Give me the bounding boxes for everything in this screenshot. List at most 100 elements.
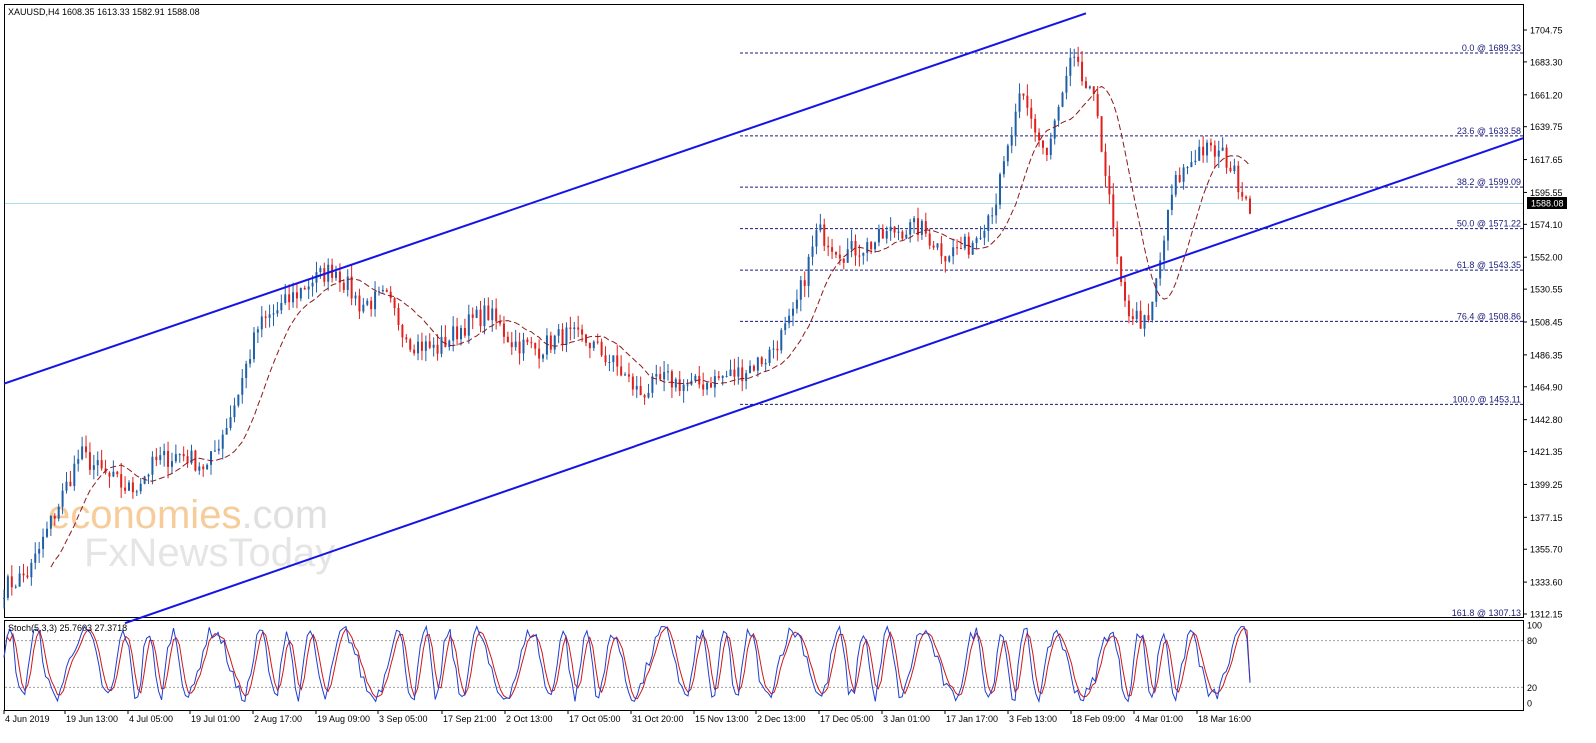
candle-body (26, 575, 29, 578)
candle-body (38, 548, 41, 554)
candle-body (838, 254, 841, 259)
candle-body (1194, 160, 1197, 163)
candle-body (1174, 175, 1177, 195)
candle-body (170, 461, 173, 467)
candle-body (1014, 111, 1017, 137)
candle-body (924, 221, 927, 234)
stoch-tick-label: 20 (1527, 683, 1537, 693)
candle-body (725, 375, 728, 377)
candle-body (510, 342, 513, 348)
candle-body (1061, 92, 1064, 107)
candle-body (608, 362, 611, 364)
candle-body (264, 316, 267, 318)
x-tick-label: 3 Sep 05:00 (379, 714, 428, 724)
candle-body (1006, 145, 1009, 162)
candle-body (1245, 196, 1248, 199)
candle-body (862, 253, 865, 256)
y-tick-label: 1552.00 (1530, 253, 1563, 263)
candle-body (1229, 167, 1232, 172)
x-tick-label: 18 Mar 16:00 (1198, 714, 1251, 724)
candle-body (702, 384, 705, 390)
candle-body (163, 450, 166, 456)
stoch-main-line (3, 624, 1251, 704)
candle-body (350, 276, 353, 299)
y-tick-label: 1661.20 (1530, 90, 1563, 100)
candle-body (713, 376, 716, 388)
x-tick-label: 15 Nov 13:00 (695, 714, 749, 724)
candle-body (319, 268, 322, 273)
candle-body (1045, 147, 1048, 155)
candle-body (346, 276, 349, 290)
y-tick-label: 1333.60 (1530, 578, 1563, 588)
candle-body (631, 376, 634, 390)
candle-body (1155, 278, 1158, 302)
candle-body (788, 315, 791, 324)
candle-body (147, 474, 150, 477)
candle-body (417, 341, 420, 354)
y-tick-label: 1595.55 (1530, 188, 1563, 198)
candle-body (518, 341, 521, 354)
candle-body (1030, 107, 1033, 119)
candle-body (292, 292, 295, 303)
candle-body (963, 236, 966, 249)
candle-body (1206, 142, 1209, 156)
candle-body (643, 395, 646, 398)
candle-body (135, 491, 138, 493)
candle-body (432, 344, 435, 348)
candle-body (733, 369, 736, 377)
fib-level-label: 76.4 @ 1508.86 (1457, 311, 1521, 321)
candle-body (737, 367, 740, 377)
x-tick-label: 4 Jul 05:00 (129, 714, 173, 724)
candle-body (975, 238, 978, 243)
candle-body (311, 282, 314, 287)
candle-body (635, 385, 638, 390)
candle-body (1112, 194, 1115, 228)
candle-body (784, 323, 787, 331)
candle-body (651, 376, 654, 393)
candle-body (600, 341, 603, 356)
candle-body (1217, 150, 1220, 157)
candle-body (194, 450, 197, 471)
y-tick-label: 1421.35 (1530, 447, 1563, 457)
candle-body (795, 299, 798, 309)
candle-body (799, 280, 802, 300)
candle-body (30, 562, 33, 578)
fib-level-label: 0.0 @ 1689.33 (1462, 43, 1521, 53)
candle-body (928, 233, 931, 246)
candle-body (983, 230, 986, 238)
current-price-tag (1527, 197, 1567, 209)
candle-body (401, 325, 404, 338)
fib-level-label: 61.8 @ 1543.35 (1457, 260, 1521, 270)
x-tick-label: 31 Oct 20:00 (632, 714, 684, 724)
candle-body (596, 341, 599, 343)
candle-body (792, 308, 795, 316)
candle-body (1002, 161, 1005, 175)
candle-body (522, 339, 525, 354)
candle-body (659, 374, 662, 380)
y-tick-label: 1683.30 (1530, 57, 1563, 67)
y-tick-label: 1377.15 (1530, 513, 1563, 523)
candle-body (1053, 120, 1056, 139)
candle-body (182, 454, 185, 457)
candle-body (1190, 162, 1193, 168)
candle-body (678, 379, 681, 392)
candle-body (1100, 116, 1103, 152)
y-tick-label: 1399.25 (1530, 480, 1563, 490)
x-tick-label: 2 Oct 13:00 (506, 714, 553, 724)
candle-body (834, 251, 837, 255)
y-tick-label: 1704.75 (1530, 26, 1563, 36)
fib-level-label: 100.0 @ 1453.11 (1452, 394, 1521, 404)
candle-body (959, 248, 962, 250)
x-tick-label: 19 Aug 09:00 (317, 714, 370, 724)
candle-body (413, 349, 416, 354)
candle-body (877, 228, 880, 243)
candle-body (463, 327, 466, 336)
x-tick-label: 3 Jan 01:00 (883, 714, 930, 724)
candle-body (338, 271, 341, 283)
candle-body (229, 417, 232, 429)
candle-body (53, 515, 56, 519)
y-tick-label: 1530.55 (1530, 285, 1563, 295)
candle-body (956, 247, 959, 249)
candle-body (108, 472, 111, 477)
candle-body (81, 446, 84, 460)
